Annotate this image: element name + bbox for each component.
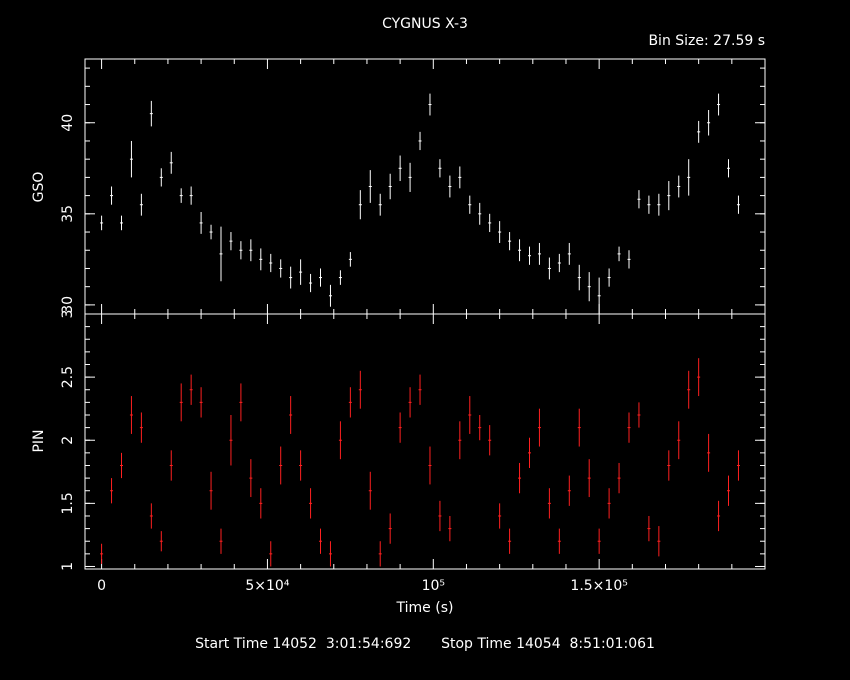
chart-title: CYGNUS X-3: [382, 16, 468, 32]
gso-ytick-label: 35: [60, 205, 76, 223]
pin-frame: [84, 313, 766, 570]
pin-axis-label: PIN: [31, 429, 47, 452]
gso-ytick-label: 40: [60, 114, 76, 132]
gso-frame: [84, 58, 766, 315]
gso-ytick-label: 30: [60, 296, 76, 314]
pin-ytick-label: 2.5: [60, 366, 76, 388]
time-range-footer: Start Time 14052 3:01:54:692 Stop Time 1…: [0, 636, 850, 652]
start-time: Start Time 14052 3:01:54:692: [195, 636, 412, 652]
x-tick-label: 1.5×10⁵: [570, 578, 627, 594]
x-tick-label: 10⁵: [422, 578, 445, 594]
gso-panel: 30 35 40: [60, 58, 766, 315]
stop-time: Stop Time 14054 8:51:01:061: [441, 636, 655, 652]
bin-size-label: Bin Size: 27.59 s: [648, 33, 765, 49]
pin-panel: 1 1.5 2 2.5 3 0 5×10⁴ 10⁵ 1.5×10⁵: [60, 310, 766, 594]
pin-ytick-label: 1: [60, 562, 76, 571]
pin-ytick-label: 2: [60, 436, 76, 445]
x-axis-label: Time (s): [396, 600, 454, 616]
pin-ytick-label: 3: [60, 310, 76, 319]
pin-ytick-label: 1.5: [60, 492, 76, 514]
x-tick-label: 5×10⁴: [245, 578, 289, 594]
gso-axis-label: GSO: [31, 172, 47, 203]
x-tick-label: 0: [97, 578, 106, 594]
